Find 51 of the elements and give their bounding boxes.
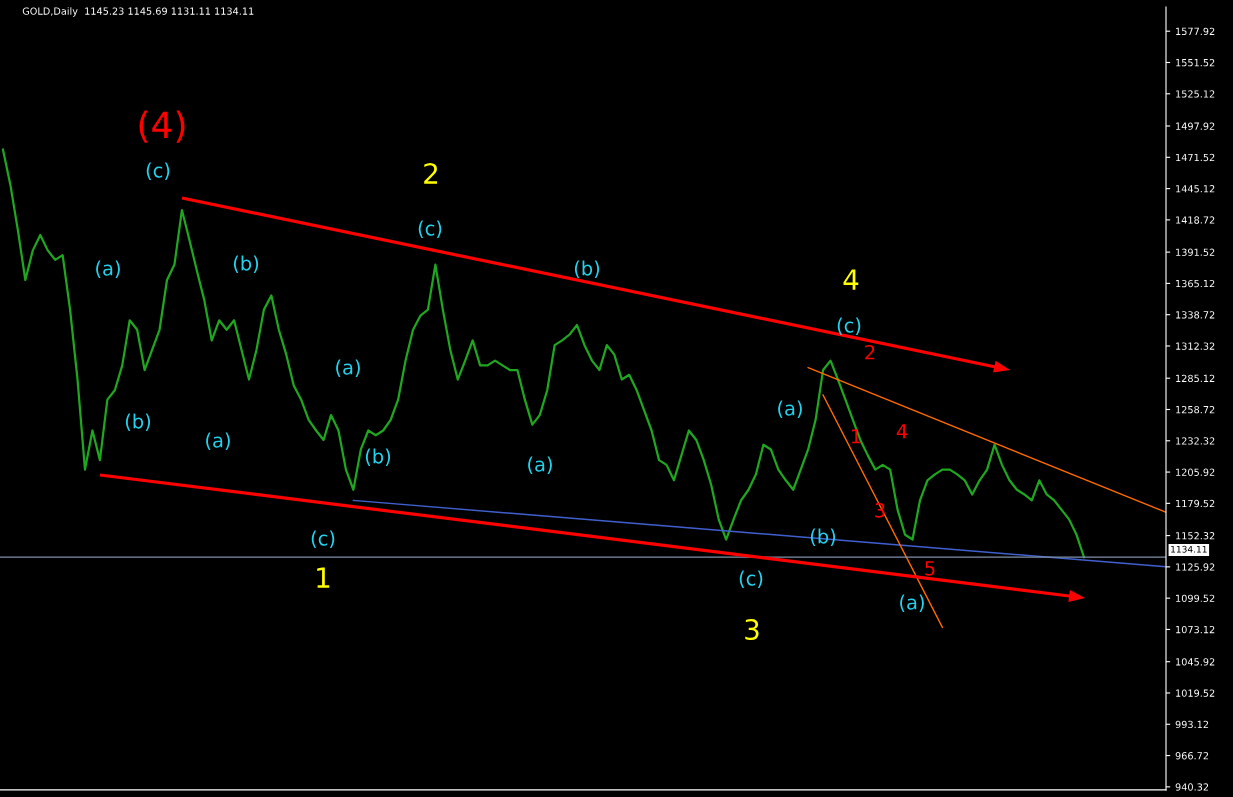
y-tick-label: 1418.72	[1176, 216, 1215, 224]
y-tick-label: 1152.32	[1176, 532, 1215, 540]
y-tick-label: 1445.12	[1176, 185, 1215, 193]
y-tick-label: 1232.32	[1176, 437, 1215, 445]
annotation: (a)	[96, 260, 120, 278]
line-series	[1, 148, 1086, 559]
y-tick-label: 993.12	[1175, 720, 1209, 729]
annotation: (a)	[336, 359, 360, 377]
annotation: 5	[925, 561, 935, 576]
y-tick-label: 1497.92	[1176, 122, 1215, 130]
y-tick-label: 1045.92	[1176, 658, 1215, 666]
annotation: 2	[424, 163, 438, 184]
chart-title: GOLD,Daily 1145.23 1145.69 1131.11 1134.11	[22, 7, 254, 17]
annotation: (c)	[418, 220, 442, 238]
annotation: (a)	[206, 432, 230, 450]
y-tick-label: 1338.72	[1176, 311, 1215, 319]
y-tick-label: 1179.52	[1176, 499, 1215, 508]
annotation: (4)	[139, 110, 185, 143]
y-tick-label: 1285.12	[1176, 374, 1215, 383]
y-tick-label: 1365.12	[1176, 279, 1215, 288]
y-tick-label: 1551.52	[1176, 58, 1215, 67]
annotation: (b)	[365, 448, 391, 466]
annotation: (a)	[528, 456, 552, 474]
y-tick-label: 1312.32	[1176, 342, 1215, 350]
y-tick-label: 1205.92	[1176, 468, 1215, 476]
annotation: (c)	[311, 530, 335, 548]
annotation: 4	[843, 269, 859, 290]
annotation: (c)	[837, 317, 861, 335]
annotation: (b)	[233, 255, 259, 273]
y-tick-label: 1099.52	[1176, 594, 1215, 602]
annotation: 2	[865, 344, 875, 360]
annotation: 3	[745, 619, 759, 641]
annotation: (c)	[146, 162, 170, 180]
y-tick-label: 1019.52	[1176, 689, 1215, 697]
y-tick-label: 1525.12	[1176, 90, 1215, 98]
y-tick-label: 1471.52	[1176, 153, 1215, 162]
y-tick-label: 940.32	[1175, 783, 1209, 791]
annotation: 4	[896, 424, 908, 439]
annotation: (c)	[739, 570, 763, 588]
annotation: 1	[317, 567, 330, 588]
annotation: (a)	[778, 400, 802, 418]
y-tick-label: 966.72	[1175, 752, 1209, 760]
y-tick-label: 1258.72	[1176, 405, 1215, 414]
y-tick-label: 1577.92	[1176, 27, 1215, 36]
y-tick-label: 1125.92	[1176, 563, 1215, 571]
ref-line-label: 1134.11	[1171, 545, 1207, 553]
annotation: (b)	[574, 260, 600, 278]
y-tick-label: 1391.52	[1176, 248, 1215, 256]
annotation: (a)	[900, 594, 924, 612]
annotation: (b)	[125, 413, 151, 431]
y-tick-label: 1073.12	[1176, 625, 1215, 634]
